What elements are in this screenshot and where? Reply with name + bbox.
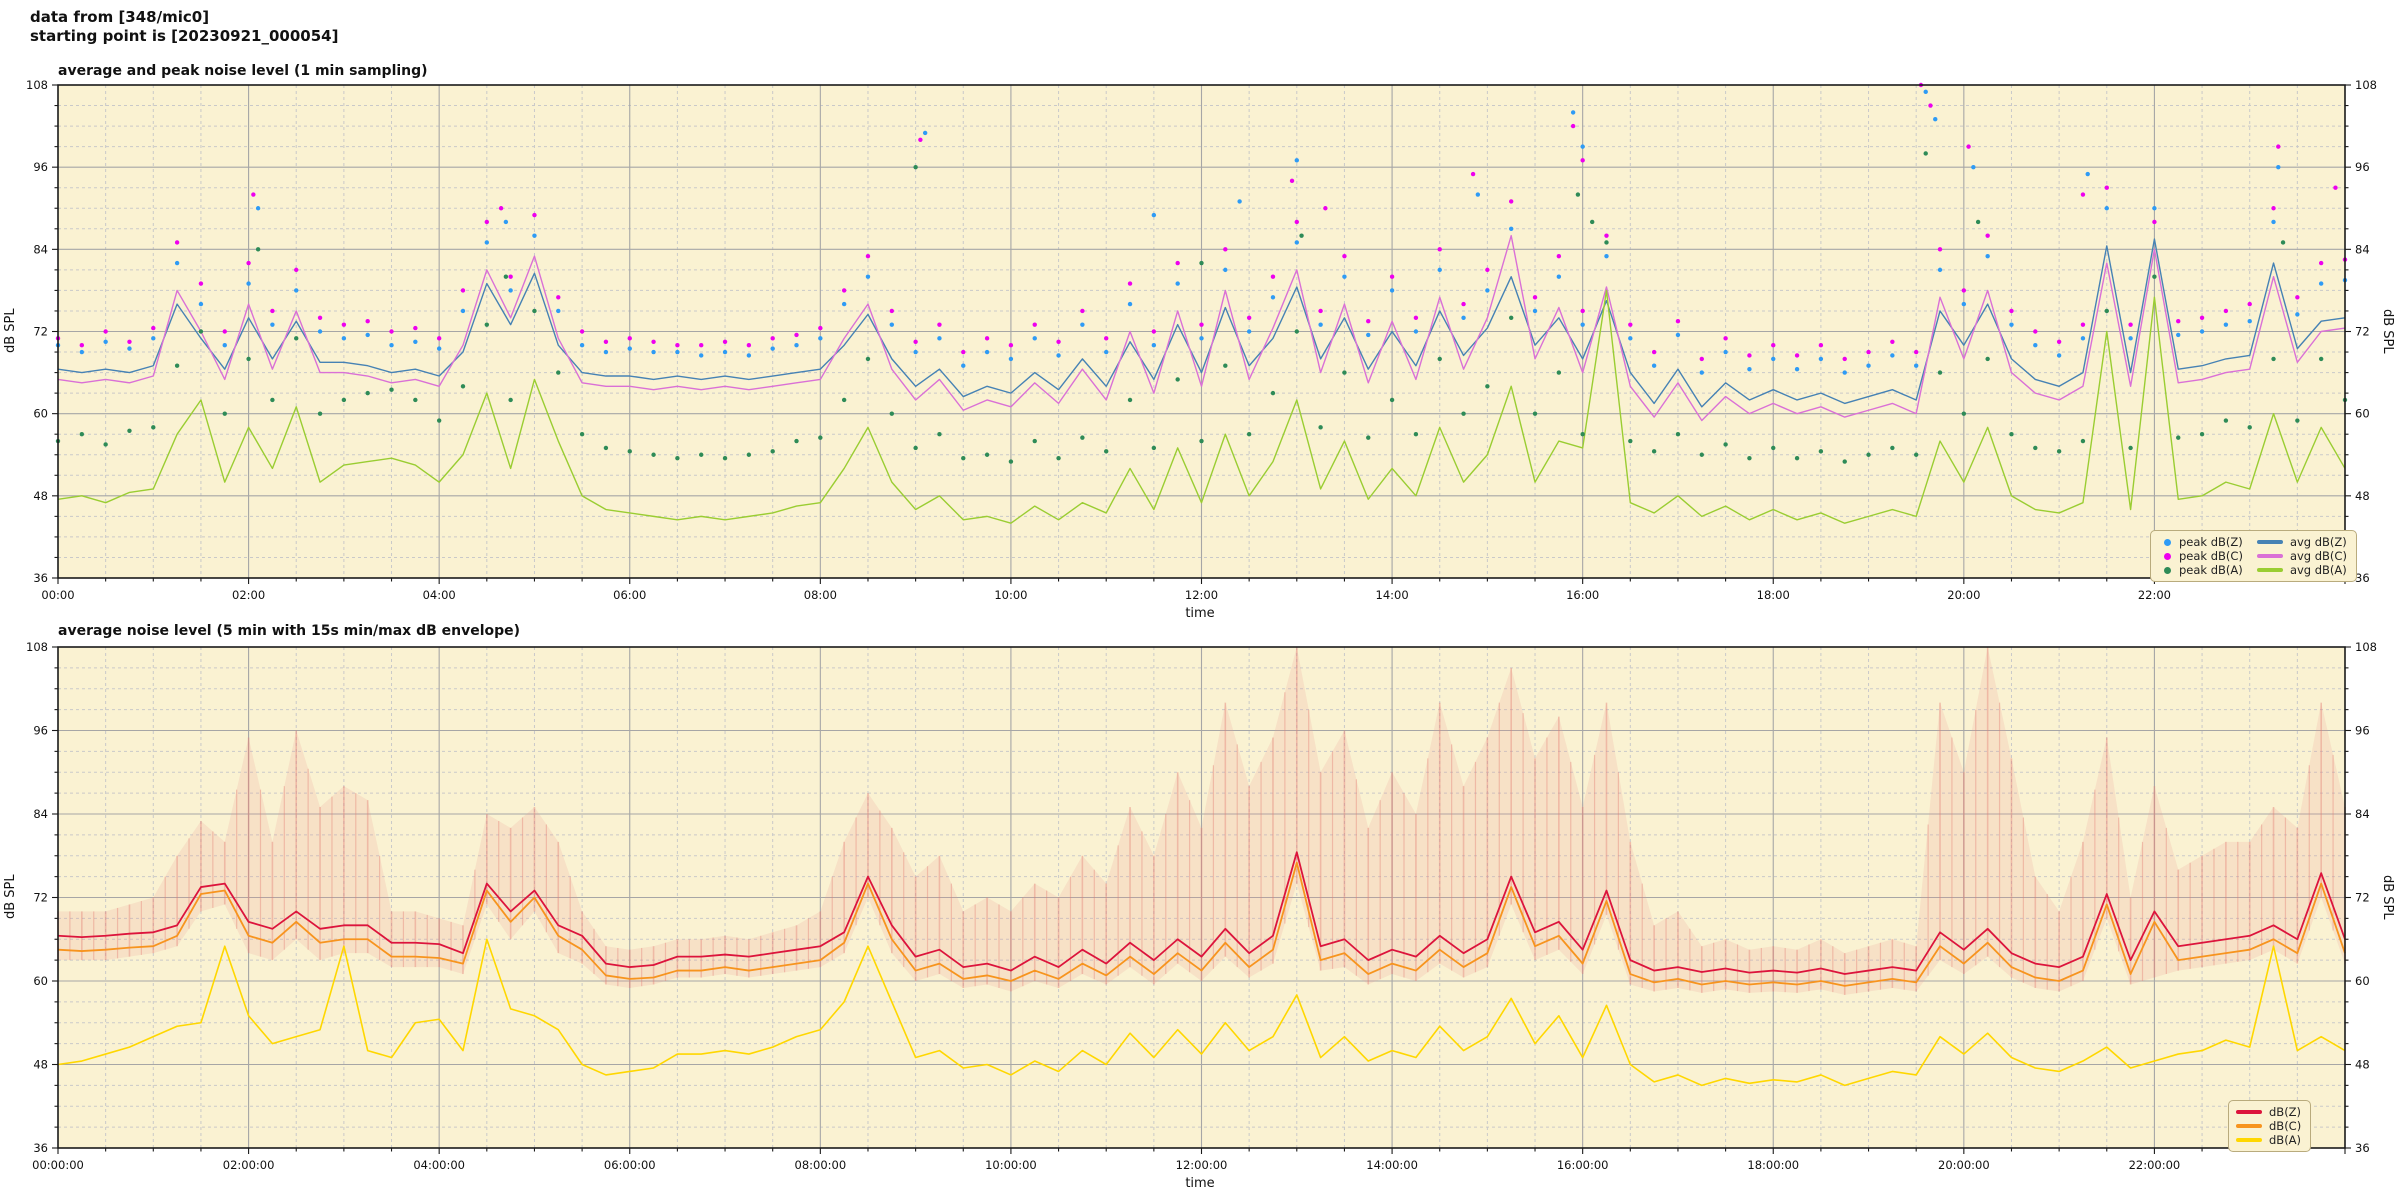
top-right-yaxis-label: dB SPL (2380, 308, 2395, 354)
svg-text:12:00:00: 12:00:00 (1176, 1158, 1228, 1172)
legend-label: peak dB(A) (2179, 563, 2243, 577)
svg-text:20:00:00: 20:00:00 (1938, 1158, 1990, 1172)
legend-item-dba: dB(A) (2236, 1133, 2301, 1147)
svg-text:108: 108 (2355, 640, 2377, 654)
svg-text:84: 84 (2355, 242, 2370, 256)
peak-dba-marker-icon (2164, 566, 2171, 574)
avg-dbc-marker-icon (2256, 554, 2283, 558)
svg-text:02:00:00: 02:00:00 (223, 1158, 275, 1172)
svg-text:48: 48 (33, 1058, 48, 1072)
svg-text:14:00: 14:00 (1376, 588, 1409, 602)
svg-text:108: 108 (2355, 78, 2377, 92)
svg-text:16:00:00: 16:00:00 (1557, 1158, 1609, 1172)
legend-label: dB(C) (2269, 1119, 2302, 1133)
svg-text:14:00:00: 14:00:00 (1366, 1158, 1418, 1172)
svg-text:72: 72 (2355, 891, 2370, 905)
svg-text:08:00: 08:00 (804, 588, 837, 602)
svg-text:36: 36 (2355, 1141, 2370, 1155)
svg-text:00:00: 00:00 (41, 588, 74, 602)
legend-label: avg dB(Z) (2289, 535, 2347, 549)
svg-text:108: 108 (26, 78, 48, 92)
svg-text:72: 72 (2355, 325, 2370, 339)
svg-text:10:00: 10:00 (994, 588, 1027, 602)
svg-text:22:00: 22:00 (2138, 588, 2171, 602)
svg-text:48: 48 (2355, 1058, 2370, 1072)
svg-text:96: 96 (2355, 724, 2370, 738)
svg-text:84: 84 (2355, 807, 2370, 821)
bottom-chart-legend: dB(Z) dB(C) dB(A) (2228, 1100, 2312, 1152)
legend-item-avg-dbz: avg dB(Z) (2256, 535, 2347, 549)
svg-text:12:00: 12:00 (1185, 588, 1218, 602)
legend-label: dB(A) (2269, 1133, 2302, 1147)
svg-text:20:00: 20:00 (1947, 588, 1980, 602)
header-line-1: data from [348/mic0] (30, 8, 210, 26)
svg-text:06:00: 06:00 (613, 588, 646, 602)
svg-text:04:00:00: 04:00:00 (413, 1158, 465, 1172)
top-left-yaxis-label: dB SPL (3, 308, 18, 354)
peak-dbz-marker-icon (2164, 538, 2171, 546)
top-xaxis-label: time (1185, 606, 1215, 621)
svg-text:60: 60 (33, 974, 48, 988)
svg-text:18:00:00: 18:00:00 (1747, 1158, 1799, 1172)
legend-label: peak dB(C) (2179, 549, 2243, 563)
svg-text:48: 48 (33, 489, 48, 503)
dbc-marker-icon (2236, 1124, 2262, 1128)
svg-text:108: 108 (26, 640, 48, 654)
svg-text:60: 60 (2355, 974, 2370, 988)
svg-text:36: 36 (33, 571, 48, 585)
svg-text:16:00: 16:00 (1566, 588, 1599, 602)
svg-text:96: 96 (2355, 160, 2370, 174)
dbz-marker-icon (2236, 1110, 2262, 1114)
svg-text:84: 84 (33, 242, 48, 256)
svg-text:22:00:00: 22:00:00 (2129, 1158, 2181, 1172)
legend-item-avg-dba: avg dB(A) (2256, 563, 2347, 577)
legend-item-peak-dbz: peak dB(Z) (2158, 535, 2243, 549)
header-line-2: starting point is [20230921_000054] (30, 27, 339, 45)
legend-item-dbz: dB(Z) (2236, 1105, 2301, 1119)
top-chart-title: average and peak noise level (1 min samp… (58, 63, 428, 79)
legend-item-peak-dbc: peak dB(C) (2158, 549, 2243, 563)
avg-dba-marker-icon (2256, 568, 2283, 572)
legend-label: avg dB(A) (2289, 563, 2347, 577)
bottom-xaxis-label: time (1185, 1176, 1215, 1191)
bottom-right-yaxis-label: dB SPL (2380, 874, 2395, 920)
svg-text:72: 72 (33, 325, 48, 339)
legend-item-avg-dbc: avg dB(C) (2256, 549, 2347, 563)
svg-text:04:00: 04:00 (423, 588, 456, 602)
svg-text:18:00: 18:00 (1757, 588, 1790, 602)
peak-dbc-marker-icon (2164, 552, 2171, 560)
legend-label: dB(Z) (2269, 1105, 2302, 1119)
svg-text:60: 60 (2355, 407, 2370, 421)
svg-text:36: 36 (33, 1141, 48, 1155)
svg-text:00:00:00: 00:00:00 (32, 1158, 84, 1172)
avg-dbz-marker-icon (2256, 540, 2283, 544)
svg-text:06:00:00: 06:00:00 (604, 1158, 656, 1172)
svg-text:10:00:00: 10:00:00 (985, 1158, 1037, 1172)
top-chart-legend: peak dB(Z) avg dB(Z) peak dB(C) avg dB(C… (2150, 530, 2357, 582)
svg-text:96: 96 (33, 724, 48, 738)
svg-text:08:00:00: 08:00:00 (795, 1158, 847, 1172)
svg-text:02:00: 02:00 (232, 588, 265, 602)
bottom-left-yaxis-label: dB SPL (3, 874, 18, 920)
legend-label: peak dB(Z) (2179, 535, 2243, 549)
svg-text:36: 36 (2355, 571, 2370, 585)
svg-text:72: 72 (33, 891, 48, 905)
legend-item-peak-dba: peak dB(A) (2158, 563, 2243, 577)
svg-text:60: 60 (33, 407, 48, 421)
legend-label: avg dB(C) (2289, 549, 2347, 563)
dba-marker-icon (2236, 1138, 2262, 1142)
svg-text:48: 48 (2355, 489, 2370, 503)
bottom-chart-title: average noise level (5 min with 15s min/… (58, 623, 521, 639)
legend-item-dbc: dB(C) (2236, 1119, 2301, 1133)
svg-text:96: 96 (33, 160, 48, 174)
svg-text:84: 84 (33, 807, 48, 821)
